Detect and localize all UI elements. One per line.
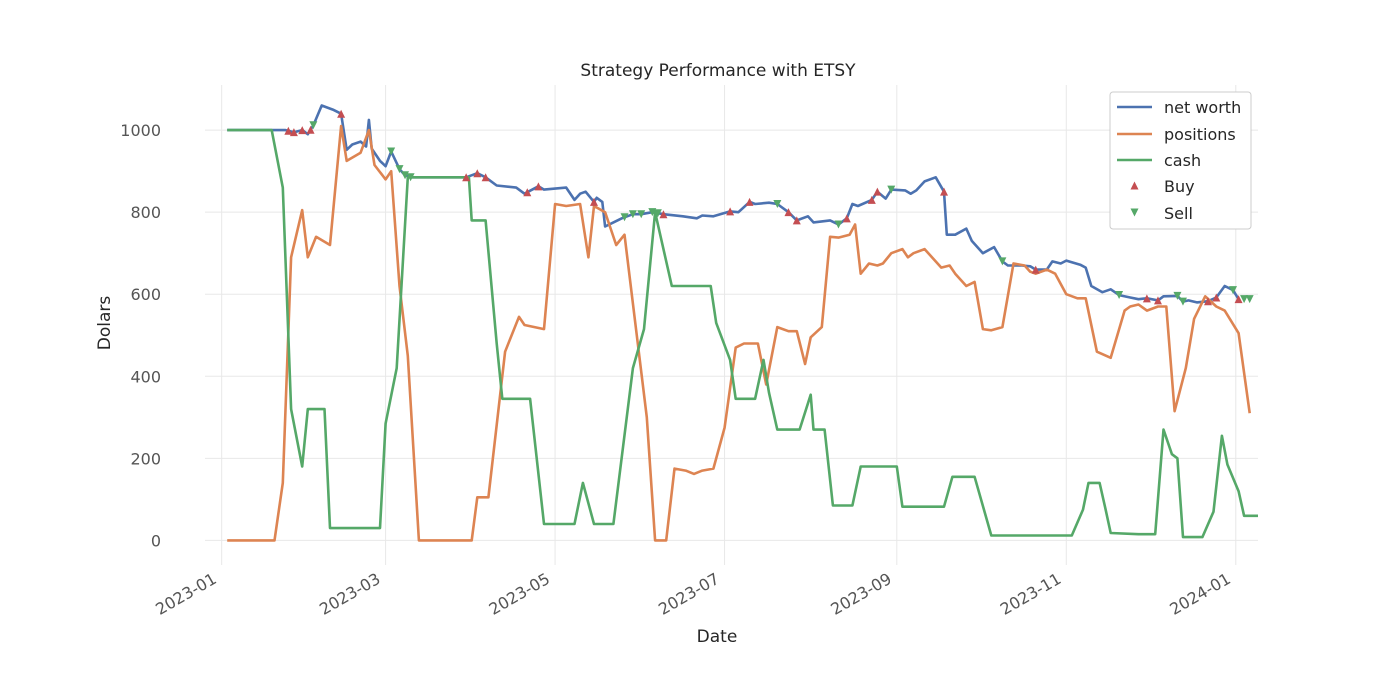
legend-label-sell: Sell bbox=[1164, 204, 1193, 223]
x-tick-labels: 2023-01 2023-03 2023-05 2023-07 2023-09 2023-… bbox=[152, 569, 1234, 619]
sell-marker bbox=[1173, 291, 1182, 300]
buy-marker bbox=[1153, 296, 1162, 305]
buy-marker bbox=[298, 126, 307, 135]
x-tick-label: 2023-01 bbox=[152, 569, 219, 619]
y-axis-label: Dolars bbox=[95, 296, 115, 351]
sell-marker bbox=[387, 147, 396, 156]
sell-marker bbox=[1245, 295, 1254, 304]
buy-marker bbox=[784, 208, 793, 217]
legend-marker-sell bbox=[1130, 208, 1139, 217]
buy-marker bbox=[473, 169, 482, 178]
buy-marker bbox=[659, 210, 668, 219]
trade-markers bbox=[284, 109, 1254, 306]
buy-marker bbox=[867, 195, 876, 204]
sell-marker bbox=[887, 185, 896, 194]
series-lines bbox=[227, 104, 1258, 542]
sell-marker bbox=[637, 210, 646, 219]
buy-marker bbox=[842, 214, 851, 223]
legend-label-positions: positions bbox=[1164, 125, 1236, 144]
sell-marker bbox=[1115, 291, 1124, 300]
buy-marker bbox=[873, 187, 882, 196]
y-tick-label: 600 bbox=[130, 285, 161, 304]
buy-marker bbox=[289, 128, 298, 137]
series-line-cash bbox=[227, 128, 1258, 539]
buy-marker bbox=[462, 173, 471, 182]
legend-marker-buy bbox=[1130, 181, 1139, 190]
buy-marker bbox=[1212, 293, 1221, 302]
x-tick-label: 2023-09 bbox=[827, 569, 894, 619]
y-tick-label: 0 bbox=[151, 531, 161, 550]
sell-marker bbox=[628, 210, 637, 219]
buy-marker bbox=[589, 197, 598, 206]
buy-marker bbox=[1031, 265, 1040, 274]
x-tick-label: 2023-05 bbox=[486, 569, 553, 619]
x-tick-label: 2023-11 bbox=[997, 569, 1064, 619]
y-tick-label: 200 bbox=[130, 449, 161, 468]
x-tick-label: 2024-01 bbox=[1166, 569, 1233, 619]
buy-marker bbox=[792, 216, 801, 225]
sell-marker bbox=[1228, 286, 1237, 295]
buy-marker bbox=[1234, 295, 1243, 304]
x-tick-label: 2023-03 bbox=[316, 569, 383, 619]
sell-marker bbox=[834, 220, 843, 229]
series-line-net-worth bbox=[227, 104, 1240, 304]
x-axis-label: Date bbox=[697, 627, 738, 647]
sell-marker bbox=[1240, 295, 1249, 304]
grid-lines bbox=[205, 85, 1258, 565]
sell-marker bbox=[998, 257, 1007, 266]
y-tick-label: 800 bbox=[130, 203, 161, 222]
buy-marker bbox=[940, 187, 949, 196]
buy-marker bbox=[523, 188, 532, 197]
buy-marker bbox=[726, 207, 735, 216]
sell-marker bbox=[401, 171, 410, 180]
buy-marker bbox=[284, 126, 293, 135]
buy-marker bbox=[1142, 294, 1151, 303]
legend-label-buy: Buy bbox=[1164, 177, 1195, 196]
sell-marker bbox=[1178, 297, 1187, 306]
sell-marker bbox=[648, 208, 657, 217]
sell-marker bbox=[620, 213, 629, 222]
sell-marker bbox=[395, 165, 404, 174]
legend-box bbox=[1109, 91, 1252, 230]
chart-title: Strategy Performance with ETSY bbox=[580, 61, 856, 81]
sell-marker bbox=[653, 209, 662, 218]
sell-marker bbox=[773, 199, 782, 208]
x-tick-label: 2023-07 bbox=[655, 569, 722, 619]
legend-label-cash: cash bbox=[1164, 151, 1201, 170]
y-tick-label: 400 bbox=[130, 367, 161, 386]
buy-marker bbox=[481, 173, 490, 182]
buy-marker bbox=[337, 109, 346, 118]
sell-marker bbox=[406, 173, 415, 182]
y-tick-labels: 0 200 400 600 800 1000 bbox=[120, 121, 161, 550]
y-tick-label: 1000 bbox=[120, 121, 161, 140]
sell-marker bbox=[309, 121, 318, 130]
series-line-positions bbox=[227, 124, 1251, 542]
legend: net worth positions cash Buy Sell bbox=[1109, 91, 1252, 230]
legend-label-net-worth: net worth bbox=[1164, 98, 1241, 117]
buy-marker bbox=[1203, 297, 1212, 306]
buy-marker bbox=[534, 182, 543, 191]
buy-marker bbox=[306, 125, 315, 134]
buy-marker bbox=[745, 197, 754, 206]
